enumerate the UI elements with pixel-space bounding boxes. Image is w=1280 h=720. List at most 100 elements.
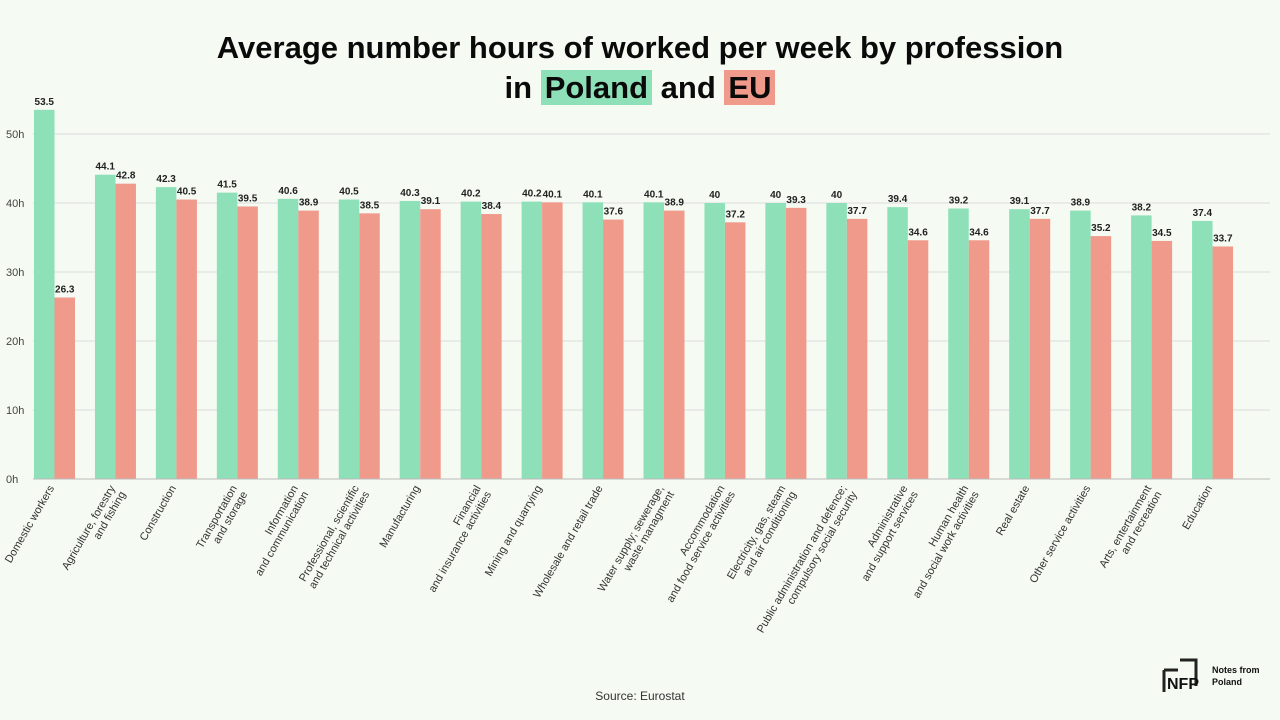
x-tick-label: Domestic workers [3, 483, 57, 565]
data-label-eu: 37.2 [725, 209, 745, 220]
data-label-poland: 40.2 [461, 189, 481, 200]
chart-title: Average number hours of worked per week … [0, 28, 1280, 108]
x-tick-label-line: Real estate [994, 484, 1032, 538]
y-tick-label: 50h [6, 129, 24, 141]
bar-poland [460, 201, 482, 479]
data-label-eu: 33.7 [1213, 233, 1233, 244]
bar-poland [948, 208, 969, 479]
x-tick-label: Wholesale and retail trade [531, 484, 605, 601]
x-tick-label-line: and social work activities [911, 489, 982, 600]
bar-poland [1131, 215, 1152, 480]
title-and: and [660, 70, 716, 105]
bar-poland [399, 200, 421, 479]
x-tick-label-line: Wholesale and retail trade [531, 484, 605, 601]
x-tick-label: Water supply; sewerage,waste managment [596, 484, 677, 600]
bar-eu [664, 210, 685, 479]
data-label-eu: 40.1 [543, 189, 563, 200]
bar-eu [724, 222, 746, 479]
data-label-poland: 40 [709, 190, 721, 201]
data-label-eu: 26.3 [55, 285, 75, 296]
data-label-eu: 42.8 [116, 171, 136, 182]
y-tick-label: 40h [6, 198, 24, 210]
data-label-poland: 39.4 [888, 194, 908, 205]
data-label-poland: 40.6 [278, 186, 298, 197]
bar-eu [846, 218, 868, 479]
data-label-poland: 40.1 [644, 189, 664, 200]
data-label-poland: 40.1 [583, 189, 603, 200]
data-label-poland: 41.5 [217, 180, 237, 191]
bar-poland [826, 203, 847, 479]
bar-eu [1090, 236, 1112, 479]
data-label-eu: 39.3 [786, 195, 806, 206]
data-label-poland: 40 [831, 190, 843, 201]
bar-poland [887, 207, 908, 479]
data-label-poland: 37.4 [1193, 208, 1213, 219]
y-tick-label: 10h [6, 405, 24, 417]
data-label-eu: 37.7 [1030, 206, 1050, 217]
bar-poland [582, 202, 604, 479]
data-label-eu: 34.5 [1152, 228, 1172, 239]
x-tick-label-line: Education [1180, 484, 1215, 532]
bar-eu [115, 183, 136, 479]
x-tick-label-line: Manufacturing [378, 484, 423, 550]
bar-eu [54, 297, 75, 479]
bar-poland [34, 109, 55, 479]
source-note: Source: Eurostat [595, 689, 685, 703]
data-label-poland: 39.2 [949, 196, 969, 207]
x-tick-label: Agriculture, forestryand fishing [60, 483, 129, 578]
bar-eu [237, 206, 258, 479]
data-label-eu: 38.9 [665, 198, 685, 209]
x-tick-label: Other service activities [1028, 483, 1094, 585]
title-line-1: Average number hours of worked per week … [216, 30, 1064, 65]
bar-eu [1212, 246, 1234, 479]
data-label-eu: 37.7 [847, 206, 867, 217]
x-tick-label: Construction [138, 484, 179, 543]
bar-eu [176, 199, 197, 480]
bar-eu [542, 202, 563, 479]
data-label-eu: 34.6 [969, 227, 989, 238]
bar-poland [338, 199, 360, 480]
bar-eu [907, 240, 929, 479]
x-tick-label: Informationand communication [243, 484, 311, 579]
data-label-poland: 39.1 [1010, 196, 1030, 207]
data-label-poland: 53.5 [35, 97, 55, 108]
bar-poland [94, 174, 116, 479]
data-label-eu: 34.6 [908, 227, 928, 238]
x-tick-label-line: compulsory social security [785, 489, 860, 607]
data-label-eu: 39.1 [421, 196, 441, 207]
data-label-eu: 37.6 [604, 207, 624, 218]
data-label-eu: 38.5 [360, 200, 380, 211]
x-tick-label-line: Other service activities [1028, 483, 1094, 585]
data-label-poland: 42.3 [156, 174, 176, 185]
x-tick-label-line: Water supply; sewerage, [596, 484, 667, 594]
x-tick-label: Education [1180, 484, 1215, 532]
data-label-poland: 44.1 [95, 162, 115, 173]
x-tick-label: Arts, entertainmentand recreation [1097, 484, 1164, 576]
x-tick-label: Manufacturing [378, 484, 423, 550]
bar-poland [155, 187, 177, 479]
bar-poland [1070, 210, 1091, 479]
logo-frame-icon [1162, 658, 1198, 692]
y-tick-label: 20h [6, 336, 24, 348]
nfp-logo: NFP Notes from Poland [1162, 658, 1260, 693]
bar-poland [277, 198, 299, 480]
data-label-poland: 40.5 [339, 187, 359, 198]
bar-poland [1192, 220, 1213, 479]
bar-poland [643, 202, 664, 479]
data-label-poland: 38.9 [1071, 198, 1091, 209]
bar-eu [298, 210, 319, 479]
bar-eu [603, 219, 624, 479]
bar-eu [420, 209, 441, 479]
bar-poland [521, 201, 543, 479]
bar-eu [481, 214, 502, 480]
bar-eu [359, 213, 380, 479]
data-label-eu: 38.9 [299, 198, 319, 209]
legend-eu: EU [724, 70, 776, 105]
data-label-eu: 38.4 [482, 201, 502, 212]
x-tick-label: Real estate [994, 484, 1032, 538]
bar-eu [968, 240, 990, 479]
data-label-poland: 40.2 [522, 189, 542, 200]
bar-eu [785, 207, 807, 479]
y-tick-label: 0h [6, 474, 18, 486]
